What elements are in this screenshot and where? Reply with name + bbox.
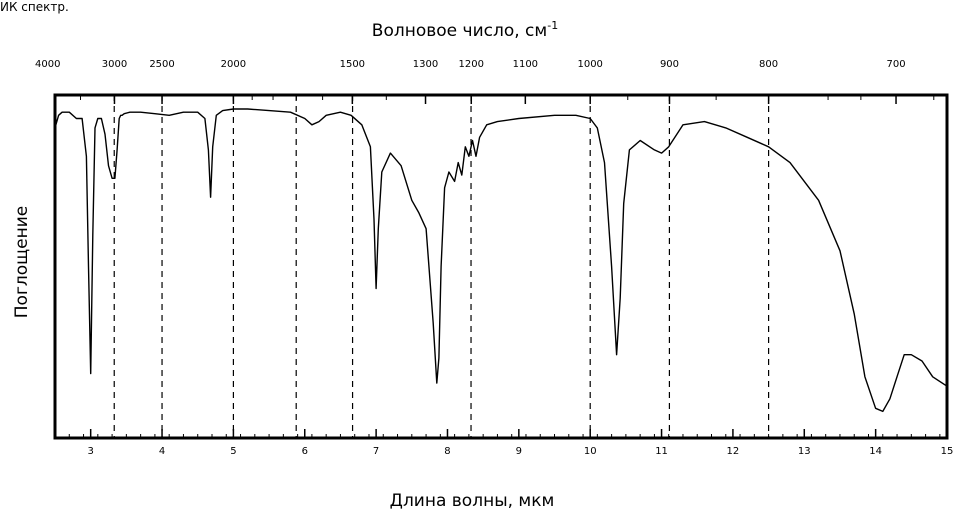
top-tick-label-1: 3000: [102, 59, 127, 70]
bottom-tick-label-4: 7: [373, 446, 379, 457]
axis-ticks: [54, 95, 948, 438]
top-tick-label-5: 1300: [413, 59, 438, 70]
top-tick-label-11: 700: [886, 59, 905, 70]
bottom-tick-label-1: 4: [159, 446, 165, 457]
top-tick-label-3: 2000: [221, 59, 246, 70]
bottom-tick-label-3: 6: [302, 446, 308, 457]
top-tick-label-10: 800: [759, 59, 778, 70]
top-axis-title-superscript: -1: [547, 19, 558, 32]
top-axis-title-text: Волновое число, см: [372, 21, 547, 41]
top-tick-label-2: 2500: [149, 59, 174, 70]
axis-tick-labels: 3 4 5 6 7 8 9 10 11 12 13 14 15 4000 3000 2500 2000 1500 1…: [35, 59, 953, 457]
bottom-tick-label-5: 8: [444, 446, 450, 457]
bottom-tick-label-8: 11: [655, 446, 668, 457]
y-axis-title: Поглощение: [12, 206, 32, 318]
plot-frame: [53, 93, 949, 440]
bottom-tick-label-2: 5: [230, 446, 236, 457]
top-tick-label-7: 1100: [513, 59, 538, 70]
bottom-tick-label-6: 9: [516, 446, 522, 457]
top-axis-title: Волновое число, см-1: [372, 19, 558, 41]
dashed-reference-lines: [113, 95, 770, 438]
bottom-tick-label-7: 10: [584, 446, 597, 457]
spectrum-line: [54, 108, 948, 413]
bottom-tick-label-0: 3: [87, 446, 93, 457]
top-tick-label-6: 1200: [459, 59, 484, 70]
top-tick-label-9: 900: [660, 59, 679, 70]
top-tick-label-8: 1000: [577, 59, 602, 70]
top-tick-label-4: 1500: [340, 59, 365, 70]
header-title: ИК спектр.: [0, 0, 69, 14]
bottom-tick-label-9: 12: [727, 446, 740, 457]
top-tick-label-0: 4000: [35, 59, 60, 70]
bottom-tick-label-11: 14: [869, 446, 882, 457]
bottom-tick-label-12: 15: [941, 446, 954, 457]
bottom-tick-label-10: 13: [798, 446, 811, 457]
bottom-axis-title: Длина волны, мкм: [390, 491, 555, 511]
